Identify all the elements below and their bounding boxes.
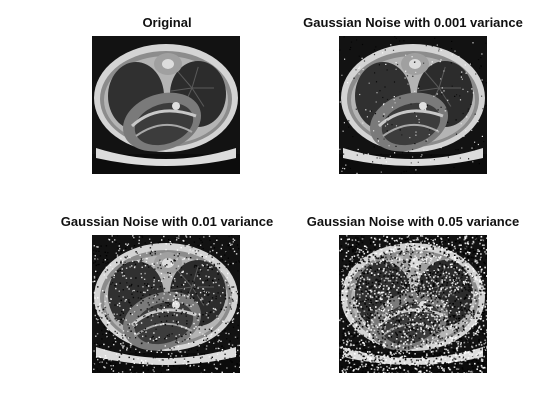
noise-layer <box>92 235 240 373</box>
panel-title: Gaussian Noise with 0.05 variance <box>306 214 520 229</box>
mri-chest-scan <box>339 235 487 373</box>
panel-title: Gaussian Noise with 0.01 variance <box>60 214 274 229</box>
noise-layer <box>339 36 487 174</box>
mri-image <box>339 36 487 174</box>
mri-image <box>339 235 487 373</box>
noise-layer <box>339 235 487 373</box>
mri-image <box>92 36 240 174</box>
panel-title: Gaussian Noise with 0.001 variance <box>303 15 523 30</box>
mri-chest-scan <box>92 235 240 373</box>
mri-chest-scan <box>92 36 240 174</box>
mri-image <box>92 235 240 373</box>
panel-title: Original <box>142 15 192 30</box>
mri-chest-scan <box>339 36 487 174</box>
